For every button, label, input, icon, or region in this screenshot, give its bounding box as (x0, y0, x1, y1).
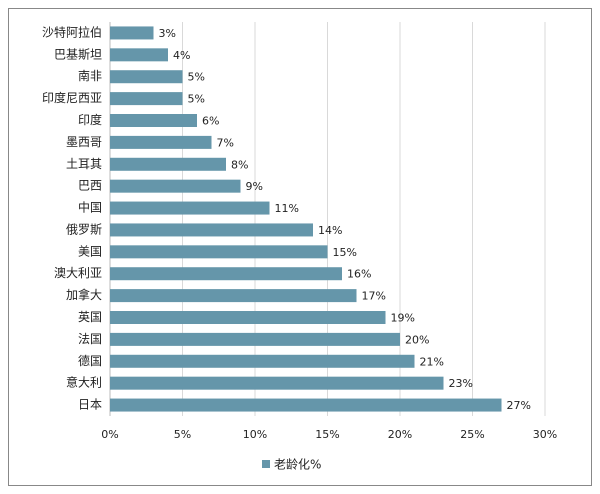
bar (110, 354, 415, 368)
bar (110, 267, 342, 281)
data-label: 19% (391, 312, 415, 325)
y-tick-label: 印度 (78, 112, 102, 127)
y-tick-label: 土耳其 (66, 157, 102, 171)
data-label: 5% (188, 93, 205, 106)
data-label: 17% (362, 290, 386, 303)
bar (110, 223, 313, 237)
data-label: 9% (246, 180, 263, 193)
y-tick-label: 意大利 (66, 375, 102, 390)
y-tick-label: 英国 (78, 310, 102, 324)
bar (110, 376, 444, 390)
data-label: 11% (275, 202, 299, 215)
bar (110, 114, 197, 127)
y-tick-label: 加拿大 (66, 287, 102, 302)
bar (110, 179, 241, 193)
data-label: 6% (202, 115, 219, 128)
data-label: 8% (231, 158, 248, 171)
bar (110, 245, 328, 259)
x-tick-label: 0% (101, 428, 118, 441)
x-tick-label: 15% (315, 428, 339, 441)
y-tick-label: 墨西哥 (66, 135, 102, 149)
y-tick-label: 南非 (78, 68, 102, 83)
y-tick-label: 巴基斯坦 (54, 47, 102, 61)
y-tick-label: 法国 (78, 332, 102, 346)
bar (110, 157, 226, 171)
data-label: 16% (347, 268, 371, 281)
y-tick-label: 日本 (78, 398, 102, 412)
data-label: 4% (173, 49, 190, 62)
x-tick-label: 20% (388, 428, 412, 441)
bar (110, 26, 154, 40)
legend-swatch (262, 460, 270, 468)
bar (110, 332, 400, 346)
data-label: 27% (507, 399, 531, 412)
legend-label: 老龄化% (274, 458, 321, 472)
y-tick-label: 德国 (78, 353, 102, 368)
bar (110, 398, 502, 412)
x-tick-label: 10% (243, 428, 267, 441)
bar (110, 201, 270, 215)
y-tick-label: 巴西 (78, 179, 102, 193)
x-tick-label: 30% (533, 428, 557, 441)
bar (110, 70, 183, 84)
y-tick-label: 沙特阿拉伯 (42, 24, 102, 39)
x-tick-label: 25% (460, 428, 484, 441)
y-tick-label: 中国 (78, 200, 102, 215)
data-label: 23% (449, 377, 473, 390)
bar (110, 48, 168, 62)
y-tick-label: 美国 (78, 244, 102, 258)
y-tick-label: 俄罗斯 (66, 222, 102, 236)
data-label: 21% (420, 355, 444, 368)
y-tick-label: 澳大利亚 (54, 266, 102, 280)
x-tick-label: 5% (174, 428, 191, 441)
bar (110, 92, 183, 106)
data-label: 14% (318, 224, 342, 237)
data-label: 5% (188, 71, 205, 84)
data-label: 20% (405, 333, 429, 346)
y-tick-label: 印度尼西亚 (42, 90, 102, 105)
data-label: 15% (333, 246, 357, 259)
data-label: 3% (159, 27, 176, 40)
data-label: 7% (217, 136, 234, 149)
bar (110, 289, 357, 303)
bar (110, 311, 386, 324)
bar (110, 135, 212, 149)
